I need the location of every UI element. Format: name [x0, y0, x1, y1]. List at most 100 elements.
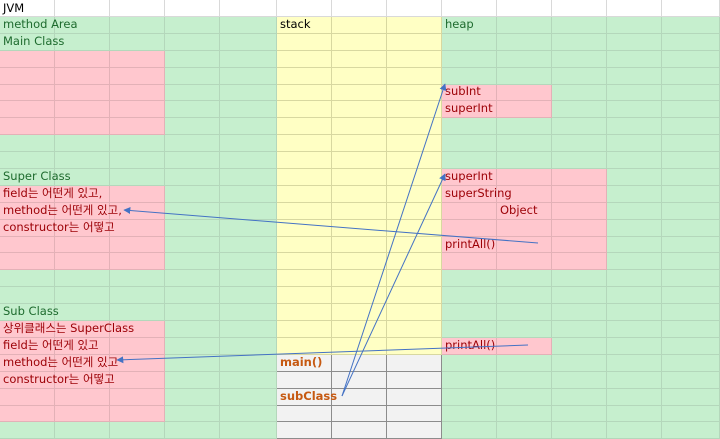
- grid-cell: [497, 186, 552, 203]
- grid-cell: [220, 389, 277, 406]
- grid-cell: [220, 220, 277, 237]
- grid-cell: [0, 101, 55, 118]
- grid-cell: [55, 287, 110, 304]
- grid-cell: [55, 422, 110, 439]
- grid-cell: [110, 422, 165, 439]
- grid-cell: [387, 304, 442, 321]
- grid-cell: [165, 101, 220, 118]
- grid-cell: [497, 422, 552, 439]
- grid-cell: [220, 118, 277, 135]
- grid-cell: [387, 51, 442, 68]
- grid-cell: [332, 389, 387, 406]
- grid-cell: [442, 51, 497, 68]
- grid-cell: [387, 237, 442, 253]
- grid-cell: [165, 152, 220, 169]
- grid-cell: [55, 169, 110, 186]
- grid-cell: [277, 169, 332, 186]
- grid-cell: [662, 203, 720, 220]
- grid-cell: [607, 237, 662, 253]
- grid-cell: [387, 203, 442, 220]
- grid-cell: [220, 304, 277, 321]
- grid-cell: [55, 101, 110, 118]
- grid-cell: [607, 203, 662, 220]
- grid-cell: [607, 135, 662, 152]
- grid-cell: [442, 152, 497, 169]
- grid-cell: [277, 152, 332, 169]
- stack-header: stack: [280, 17, 311, 31]
- grid-cell: [442, 118, 497, 135]
- grid-cell: [277, 101, 332, 118]
- grid-cell: [662, 51, 720, 68]
- grid-cell: [277, 287, 332, 304]
- grid-cell: [110, 237, 165, 253]
- grid-cell: [220, 135, 277, 152]
- grid-cell: [442, 17, 497, 34]
- grid-cell: [552, 389, 607, 406]
- grid-cell: [497, 270, 552, 287]
- grid-cell: [277, 237, 332, 253]
- grid-cell: [607, 355, 662, 372]
- super-class-method-line: method는 어떤게 있고,: [3, 203, 122, 217]
- sub-class-title: Sub Class: [3, 304, 59, 318]
- grid-cell: [387, 135, 442, 152]
- grid-cell: [442, 135, 497, 152]
- grid-cell: [497, 406, 552, 422]
- grid-cell: [662, 152, 720, 169]
- grid-cell: [442, 68, 497, 85]
- grid-cell: [552, 135, 607, 152]
- grid-cell: [442, 270, 497, 287]
- grid-cell: [387, 389, 442, 406]
- grid-cell: [0, 135, 55, 152]
- grid-cell: [0, 237, 55, 253]
- grid-cell: [110, 101, 165, 118]
- grid-cell: [55, 270, 110, 287]
- grid-cell: [662, 304, 720, 321]
- grid-cell: [332, 372, 387, 389]
- grid-cell: [442, 406, 497, 422]
- super-class-title: Super Class: [3, 169, 71, 183]
- grid-cell: [55, 51, 110, 68]
- grid-cell: [607, 186, 662, 203]
- grid-cell: [607, 422, 662, 439]
- grid-cell: [607, 0, 662, 17]
- grid-cell: [0, 253, 55, 270]
- grid-cell: [55, 186, 110, 203]
- grid-cell: [497, 253, 552, 270]
- grid-cell: [55, 68, 110, 85]
- grid-cell: [662, 118, 720, 135]
- grid-cell: [387, 321, 442, 338]
- grid-cell: [165, 389, 220, 406]
- grid-cell: [220, 68, 277, 85]
- grid-cell: [165, 355, 220, 372]
- grid-cell: [442, 253, 497, 270]
- heap-super-superint-label: superInt: [445, 169, 493, 183]
- grid-cell: [220, 17, 277, 34]
- grid-cell: [0, 406, 55, 422]
- grid-cell: [552, 338, 607, 355]
- grid-cell: [662, 17, 720, 34]
- grid-cell: [277, 34, 332, 51]
- grid-cell: [165, 203, 220, 220]
- grid-cell: [497, 101, 552, 118]
- grid-cell: [55, 321, 110, 338]
- grid-cell: [0, 186, 55, 203]
- grid-cell: [277, 321, 332, 338]
- grid-cell: [387, 118, 442, 135]
- grid-cell: [220, 422, 277, 439]
- grid-cell: [220, 355, 277, 372]
- grid-cell: [607, 68, 662, 85]
- grid-cell: [55, 220, 110, 237]
- grid-cell: [662, 253, 720, 270]
- grid-cell: [387, 355, 442, 372]
- grid-cell: [0, 270, 55, 287]
- grid-cell: [220, 406, 277, 422]
- sub-class-field-line: field는 어떤게 있고: [3, 338, 99, 352]
- grid-cell: [110, 287, 165, 304]
- grid-cell: [165, 321, 220, 338]
- grid-cell: [552, 253, 607, 270]
- grid-cell: [110, 0, 165, 17]
- grid-cell: [277, 304, 332, 321]
- grid-cell: [662, 34, 720, 51]
- grid-cell: [55, 253, 110, 270]
- grid-cell: [110, 338, 165, 355]
